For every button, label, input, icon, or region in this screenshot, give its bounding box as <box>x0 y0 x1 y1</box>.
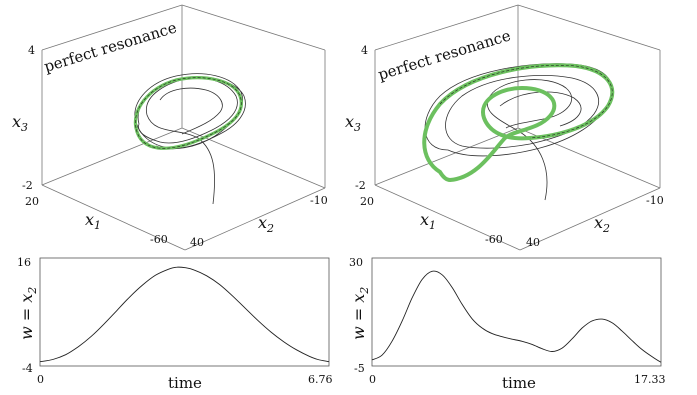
panel-3d-left: perfect resonance 4 -2 x3 20 -60 x1 40 -… <box>12 5 328 250</box>
x1-axis-label: x1 <box>420 210 436 232</box>
y-tick-bottom: -5 <box>354 362 365 375</box>
y-label-sub: 2 <box>26 287 39 295</box>
y-axis-label: w = x2 <box>17 287 39 340</box>
x1-tick-end: -60 <box>150 233 168 246</box>
x2-axis-label: x2 <box>594 213 610 235</box>
box-frame <box>375 5 660 250</box>
x3-tick-bottom: -2 <box>355 179 366 192</box>
x-axis-label: time <box>168 374 202 392</box>
series-line <box>40 267 329 362</box>
x3-tick-top: 4 <box>361 44 368 57</box>
series-line <box>372 271 661 362</box>
x1-label-sub: 1 <box>429 219 436 232</box>
y-tick-bottom: -4 <box>22 362 33 375</box>
plot-area-frame <box>40 258 329 366</box>
x3-axis-label: x3 <box>12 112 28 134</box>
x2-label-sub: 2 <box>266 222 274 235</box>
y-label-base: w = x <box>349 294 368 340</box>
x2-label-base: x <box>258 213 267 232</box>
x1-label-sub: 1 <box>94 219 101 232</box>
x1-label-base: x <box>420 210 429 229</box>
x3-label-sub: 3 <box>354 121 361 134</box>
plot-area-frame <box>372 258 661 366</box>
x-tick-start: 0 <box>369 373 376 386</box>
x3-axis-label: x3 <box>345 112 361 134</box>
x-tick-end: 17.33 <box>634 373 666 386</box>
x1-tick-start: 20 <box>25 195 39 208</box>
x1-axis-label: x1 <box>85 210 101 232</box>
y-tick-top: 30 <box>349 256 363 269</box>
panel-line-left: 16 -4 w = x2 0 6.76 time <box>17 256 333 392</box>
x1-tick-end: -60 <box>485 233 503 246</box>
y-tick-top: 16 <box>17 256 31 269</box>
x-tick-start: 0 <box>37 373 44 386</box>
y-label-sub: 2 <box>358 287 371 295</box>
x2-label-base: x <box>594 213 603 232</box>
panel-3d-right: perfect resonance 4 -2 x3 20 -60 x1 40 -… <box>345 5 664 250</box>
x2-tick-end: -10 <box>310 194 328 207</box>
x2-axis-label: x2 <box>258 213 274 235</box>
x2-tick-end: -10 <box>646 194 664 207</box>
panel-1-title: perfect resonance <box>42 18 179 75</box>
panel-line-right: 30 -5 w = x2 0 17.33 time <box>349 256 666 392</box>
y-axis-label: w = x2 <box>349 287 371 340</box>
x2-tick-start: 40 <box>190 236 204 249</box>
x3-label-base: x <box>12 112 21 131</box>
x2-label-sub: 2 <box>602 222 610 235</box>
x3-tick-bottom: -2 <box>22 179 33 192</box>
x3-tick-top: 4 <box>28 44 35 57</box>
x3-label-base: x <box>345 112 354 131</box>
x2-tick-start: 40 <box>526 236 540 249</box>
x3-label-sub: 3 <box>21 121 28 134</box>
x-tick-end: 6.76 <box>308 373 333 386</box>
x1-tick-start: 20 <box>360 195 374 208</box>
x-axis-label: time <box>502 374 536 392</box>
y-label-base: w = x <box>17 294 36 340</box>
x1-label-base: x <box>85 210 94 229</box>
